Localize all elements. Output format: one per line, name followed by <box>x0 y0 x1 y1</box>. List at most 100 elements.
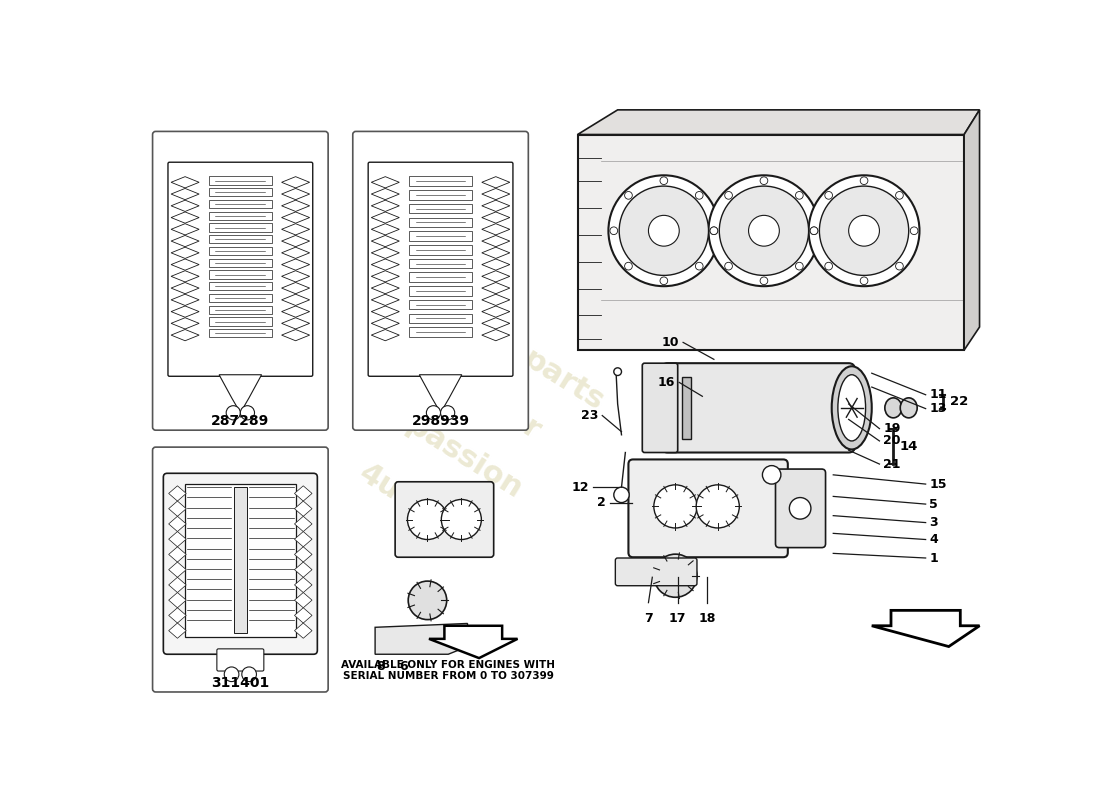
Circle shape <box>820 186 909 275</box>
Text: 6: 6 <box>399 660 408 673</box>
Polygon shape <box>871 610 980 646</box>
Circle shape <box>708 175 820 286</box>
Polygon shape <box>372 247 399 258</box>
Ellipse shape <box>838 374 866 441</box>
Text: 15: 15 <box>930 478 947 490</box>
Polygon shape <box>482 177 509 188</box>
Polygon shape <box>282 294 309 306</box>
Circle shape <box>608 175 719 286</box>
Polygon shape <box>429 626 517 658</box>
Circle shape <box>440 406 454 420</box>
Polygon shape <box>482 282 509 294</box>
Circle shape <box>224 667 239 682</box>
Bar <box>409 327 472 337</box>
FancyBboxPatch shape <box>168 162 312 376</box>
Polygon shape <box>172 318 199 329</box>
Bar <box>409 314 472 323</box>
Polygon shape <box>172 330 199 341</box>
Polygon shape <box>372 282 399 294</box>
Bar <box>409 286 472 296</box>
Circle shape <box>695 262 703 270</box>
Polygon shape <box>172 189 199 200</box>
Bar <box>209 235 272 243</box>
Circle shape <box>711 227 717 234</box>
Polygon shape <box>172 177 199 188</box>
Circle shape <box>911 227 917 234</box>
Polygon shape <box>372 259 399 270</box>
Circle shape <box>696 485 739 528</box>
Bar <box>209 177 272 185</box>
Polygon shape <box>482 189 509 200</box>
Text: 311401: 311401 <box>211 676 270 690</box>
Circle shape <box>711 227 717 234</box>
Circle shape <box>441 499 482 539</box>
Polygon shape <box>295 593 312 608</box>
Polygon shape <box>168 546 186 562</box>
Polygon shape <box>372 330 399 341</box>
Circle shape <box>795 191 803 199</box>
Circle shape <box>762 466 781 484</box>
Bar <box>185 484 296 637</box>
Text: 21: 21 <box>883 458 901 470</box>
Bar <box>209 282 272 290</box>
Polygon shape <box>172 270 199 282</box>
Bar <box>209 200 272 208</box>
Circle shape <box>625 262 632 270</box>
Polygon shape <box>282 259 309 270</box>
Circle shape <box>619 186 708 275</box>
Polygon shape <box>482 224 509 235</box>
Circle shape <box>427 406 440 420</box>
Polygon shape <box>168 516 186 531</box>
Text: parts: parts <box>518 345 609 417</box>
Circle shape <box>227 406 241 420</box>
Polygon shape <box>282 235 309 246</box>
Text: 13: 13 <box>930 402 947 415</box>
Ellipse shape <box>832 366 871 450</box>
Polygon shape <box>168 593 186 608</box>
Text: 287289: 287289 <box>211 414 270 428</box>
Bar <box>209 318 272 326</box>
Circle shape <box>860 277 868 285</box>
Text: 12: 12 <box>572 481 590 494</box>
Text: 1: 1 <box>930 551 938 565</box>
Polygon shape <box>295 531 312 546</box>
Text: 19: 19 <box>883 422 901 435</box>
Text: 298939: 298939 <box>411 414 470 428</box>
Polygon shape <box>282 306 309 318</box>
Text: 3: 3 <box>930 516 938 529</box>
Bar <box>409 273 472 282</box>
Polygon shape <box>282 189 309 200</box>
FancyBboxPatch shape <box>153 447 328 692</box>
Circle shape <box>760 277 768 285</box>
Polygon shape <box>168 578 186 593</box>
Polygon shape <box>375 623 468 654</box>
Polygon shape <box>372 177 399 188</box>
Polygon shape <box>172 247 199 258</box>
Bar <box>209 258 272 267</box>
Circle shape <box>240 406 254 420</box>
Polygon shape <box>964 110 980 350</box>
FancyBboxPatch shape <box>776 469 825 548</box>
Circle shape <box>725 191 733 199</box>
FancyBboxPatch shape <box>628 459 788 558</box>
Polygon shape <box>295 562 312 578</box>
Polygon shape <box>295 623 312 638</box>
Polygon shape <box>282 318 309 329</box>
Circle shape <box>625 191 632 199</box>
FancyBboxPatch shape <box>368 162 513 376</box>
Polygon shape <box>295 578 312 593</box>
Polygon shape <box>282 270 309 282</box>
FancyBboxPatch shape <box>163 474 318 654</box>
Ellipse shape <box>884 398 902 418</box>
Text: AVAILABLE ONLY FOR ENGINES WITH
SERIAL NUMBER FROM 0 TO 307399: AVAILABLE ONLY FOR ENGINES WITH SERIAL N… <box>341 659 556 682</box>
Circle shape <box>810 227 818 234</box>
Polygon shape <box>482 330 509 341</box>
Polygon shape <box>482 259 509 270</box>
Circle shape <box>408 581 447 619</box>
Circle shape <box>808 175 920 286</box>
Text: 20: 20 <box>883 434 901 447</box>
Circle shape <box>614 368 622 375</box>
Circle shape <box>760 177 768 185</box>
Bar <box>209 188 272 197</box>
Bar <box>409 245 472 254</box>
